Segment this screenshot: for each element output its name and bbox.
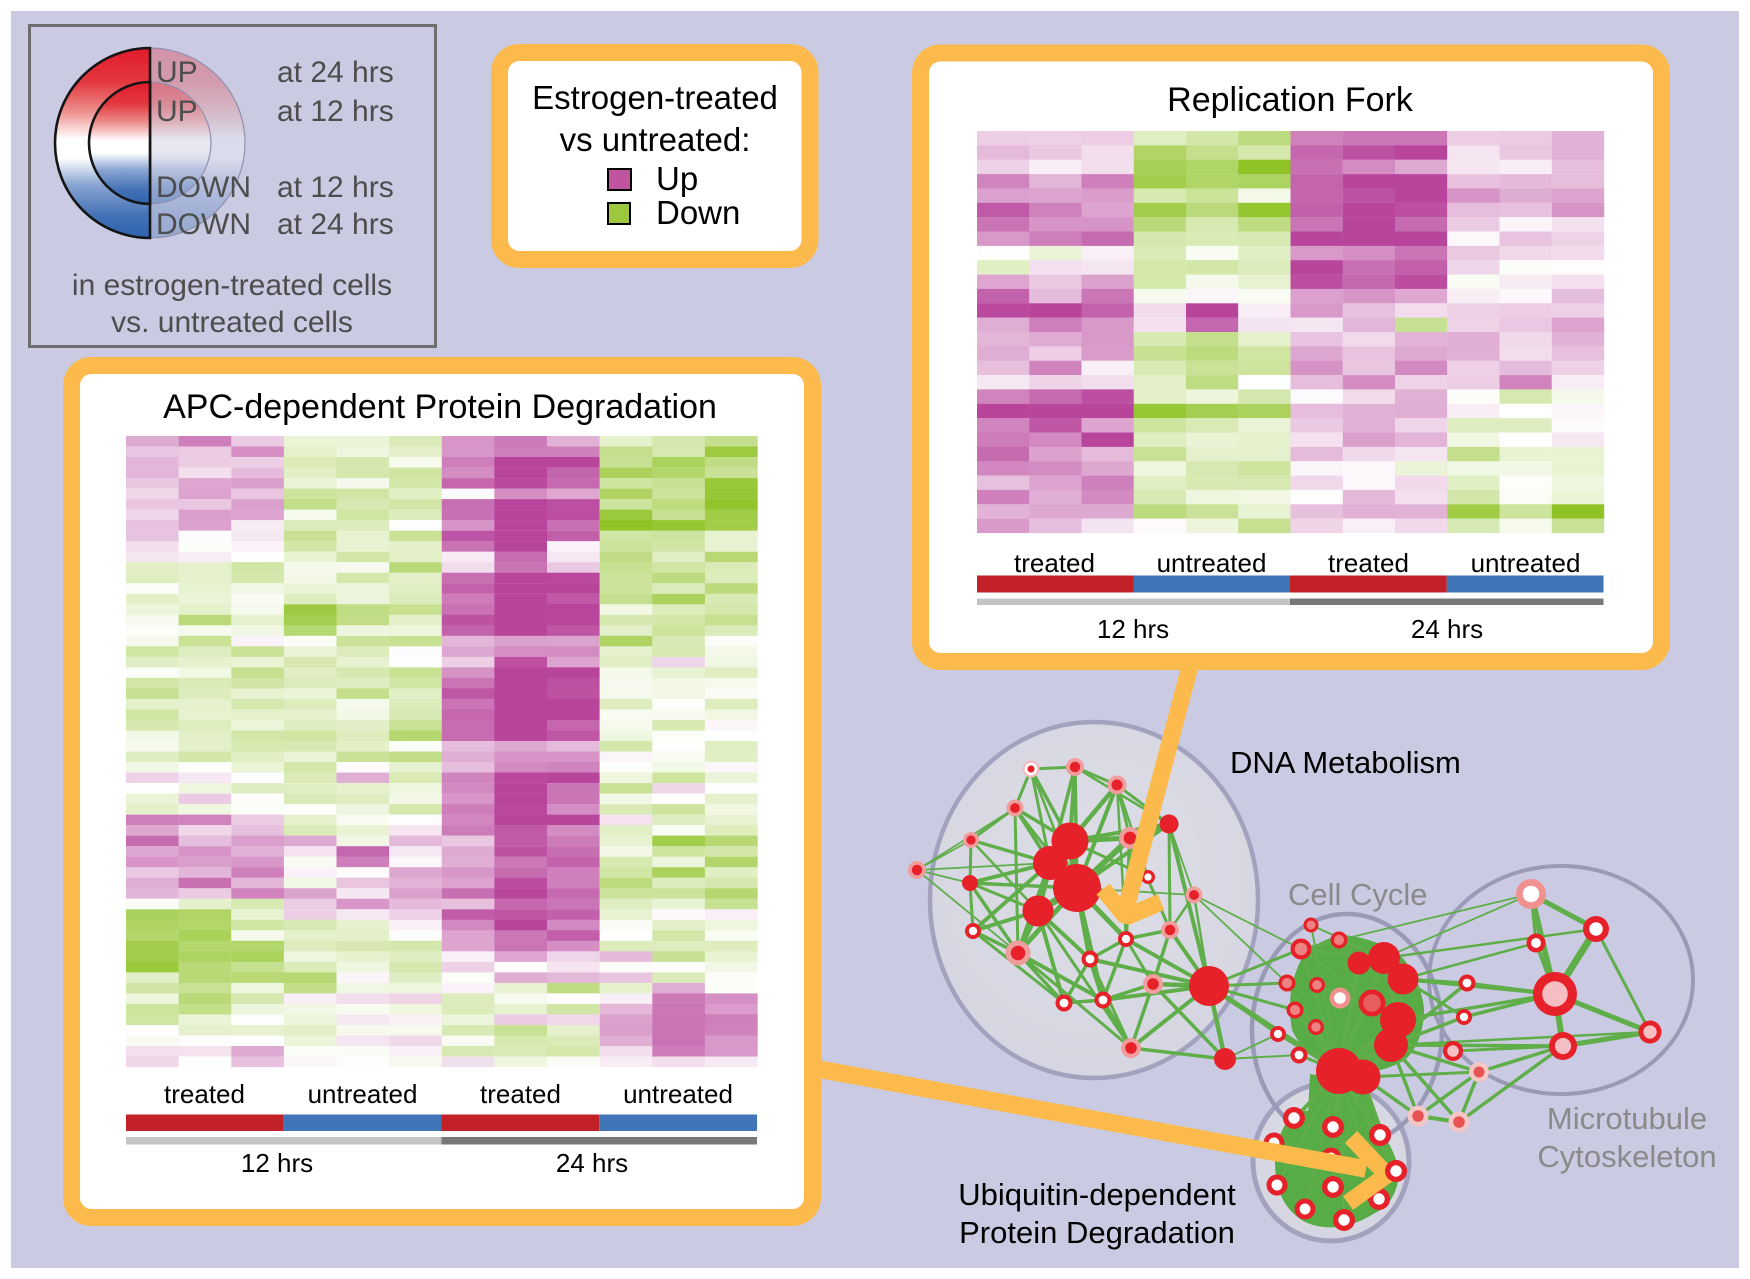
svg-text:Cytoskeleton: Cytoskeleton — [1537, 1139, 1716, 1174]
svg-text:DOWN: DOWN — [156, 208, 251, 241]
svg-text:UP: UP — [156, 56, 198, 89]
svg-text:treated: treated — [1014, 548, 1095, 578]
svg-text:untreated: untreated — [623, 1079, 733, 1109]
svg-text:12 hrs: 12 hrs — [1097, 614, 1169, 644]
svg-text:at 24 hrs: at 24 hrs — [277, 56, 394, 89]
svg-text:treated: treated — [480, 1079, 561, 1109]
svg-text:Replication Fork: Replication Fork — [1167, 81, 1414, 119]
svg-text:DOWN: DOWN — [156, 171, 251, 204]
svg-text:at 24 hrs: at 24 hrs — [277, 208, 394, 241]
svg-text:Down: Down — [656, 194, 740, 231]
svg-text:at 12 hrs: at 12 hrs — [277, 171, 394, 204]
svg-text:12 hrs: 12 hrs — [241, 1148, 313, 1178]
svg-text:Microtubule: Microtubule — [1547, 1101, 1707, 1136]
svg-text:in estrogen-treated cells: in estrogen-treated cells — [72, 269, 392, 302]
svg-text:treated: treated — [1328, 548, 1409, 578]
svg-text:vs. untreated cells: vs. untreated cells — [111, 306, 353, 339]
svg-text:vs untreated:: vs untreated: — [560, 121, 751, 158]
svg-text:treated: treated — [164, 1079, 245, 1109]
svg-text:Ubiquitin-dependent: Ubiquitin-dependent — [958, 1177, 1236, 1212]
svg-text:24 hrs: 24 hrs — [1411, 614, 1483, 644]
svg-text:Up: Up — [656, 160, 698, 197]
svg-text:DNA Metabolism: DNA Metabolism — [1230, 745, 1461, 780]
svg-text:APC-dependent Protein Degradat: APC-dependent Protein Degradation — [163, 388, 717, 426]
svg-text:untreated: untreated — [1157, 548, 1267, 578]
svg-text:24 hrs: 24 hrs — [556, 1148, 628, 1178]
svg-text:untreated: untreated — [308, 1079, 418, 1109]
svg-text:untreated: untreated — [1471, 548, 1581, 578]
svg-text:Protein Degradation: Protein Degradation — [959, 1215, 1235, 1250]
svg-text:Estrogen-treated: Estrogen-treated — [532, 79, 778, 116]
svg-text:UP: UP — [156, 95, 198, 128]
svg-text:Cell Cycle: Cell Cycle — [1288, 877, 1428, 912]
svg-text:at 12 hrs: at 12 hrs — [277, 95, 394, 128]
